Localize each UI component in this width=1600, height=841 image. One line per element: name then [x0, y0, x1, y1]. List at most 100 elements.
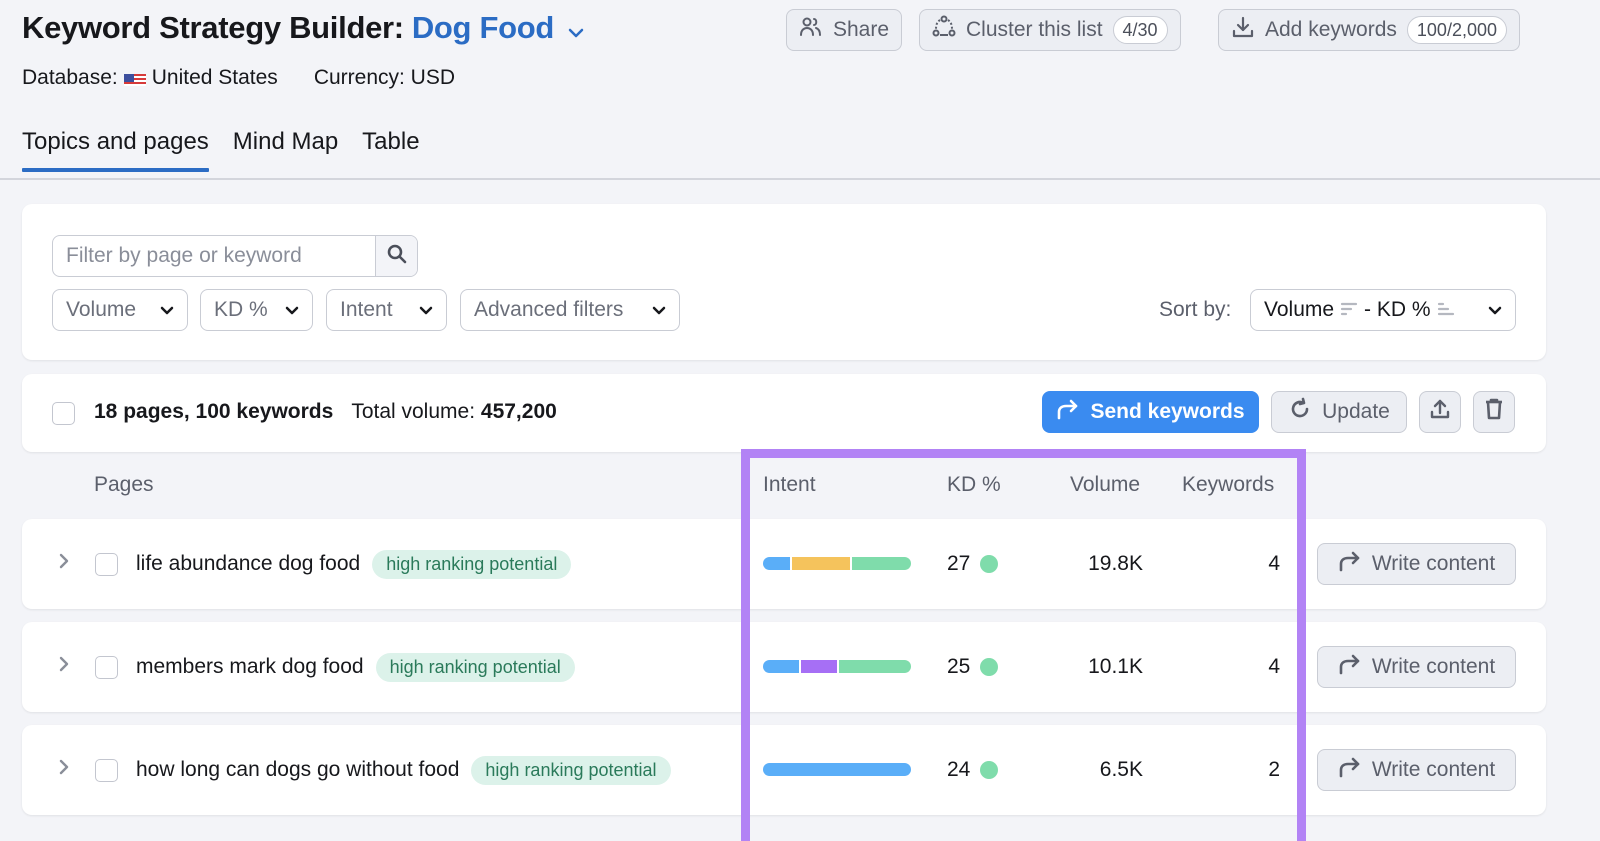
add-keywords-label: Add keywords: [1265, 18, 1397, 41]
page-title: Keyword Strategy Builder: Dog Food: [22, 10, 584, 46]
column-header-kd[interactable]: KD %: [947, 473, 1001, 496]
send-keywords-button[interactable]: Send keywords: [1042, 391, 1259, 433]
page-cell: members mark dog food high ranking poten…: [136, 622, 575, 712]
sort-ascending-icon: [1437, 298, 1455, 322]
total-volume-value: 457,200: [480, 400, 557, 423]
sort-secondary: - KD %: [1364, 298, 1431, 321]
tab-mind-map[interactable]: Mind Map: [232, 128, 339, 155]
sort-label: Sort by:: [1159, 298, 1232, 321]
title-prefix: Keyword Strategy Builder:: [22, 10, 404, 45]
advanced-filters-dropdown[interactable]: Advanced filters: [460, 289, 680, 331]
export-button[interactable]: [1419, 391, 1461, 433]
page-name[interactable]: how long can dogs go without food: [136, 758, 460, 781]
kd-cell: 27: [947, 519, 999, 609]
column-header-pages[interactable]: Pages: [94, 473, 154, 496]
download-icon: [1231, 15, 1255, 45]
volume-filter-label: Volume: [66, 298, 137, 321]
column-header-volume[interactable]: Volume: [1070, 473, 1141, 496]
update-button[interactable]: Update: [1271, 391, 1407, 433]
intent-bar: [763, 660, 911, 673]
kd-difficulty-dot: [980, 761, 999, 779]
chevron-right-icon[interactable]: [58, 758, 70, 781]
row-checkbox[interactable]: [95, 553, 118, 576]
share-button[interactable]: Share: [786, 9, 903, 51]
kd-filter-label: KD %: [214, 298, 268, 321]
kd-filter-dropdown[interactable]: KD %: [200, 289, 313, 331]
forward-arrow-icon: [1338, 756, 1362, 784]
volume-value: 19.8K: [1088, 552, 1143, 575]
write-content-button[interactable]: Write content: [1317, 646, 1516, 688]
cluster-count-badge: 4/30: [1112, 16, 1168, 44]
chevron-down-icon: [419, 306, 433, 315]
users-icon: [799, 16, 823, 44]
volume-filter-dropdown[interactable]: Volume: [52, 289, 188, 331]
add-keywords-button[interactable]: Add keywords 100/2,000: [1218, 9, 1520, 51]
write-content-button[interactable]: Write content: [1317, 749, 1516, 791]
table-row: how long can dogs go without food high r…: [22, 725, 1546, 815]
tabs-divider: [0, 178, 1600, 180]
write-content-button[interactable]: Write content: [1317, 543, 1516, 585]
tab-table[interactable]: Table: [362, 128, 420, 155]
chevron-down-icon: [652, 306, 666, 315]
forward-arrow-icon: [1338, 550, 1362, 578]
cluster-list-button[interactable]: Cluster this list 4/30: [919, 9, 1181, 51]
kd-cell: 24: [947, 725, 999, 815]
database-label: Database:: [22, 66, 118, 89]
project-selector[interactable]: Dog Food: [412, 10, 585, 46]
ranking-potential-badge: high ranking potential: [372, 549, 572, 579]
keywords-limit-badge: 100/2,000: [1406, 16, 1507, 44]
delete-button[interactable]: [1473, 391, 1515, 433]
table-row: members mark dog food high ranking poten…: [22, 622, 1546, 712]
project-meta: Database: United States Currency: USD: [22, 66, 455, 90]
sort-dropdown[interactable]: Volume - KD %: [1250, 289, 1516, 331]
tab-topics-and-pages[interactable]: Topics and pages: [22, 128, 209, 172]
page-cell: how long can dogs go without food high r…: [136, 725, 671, 815]
search-input[interactable]: [53, 236, 375, 276]
sort-primary: Volume: [1264, 298, 1335, 321]
refresh-icon: [1288, 397, 1312, 427]
sort-descending-icon: [1340, 298, 1358, 322]
page-name[interactable]: life abundance dog food: [136, 552, 361, 575]
kd-cell: 25: [947, 622, 999, 712]
column-header-intent[interactable]: Intent: [763, 473, 816, 496]
ranking-potential-badge: high ranking potential: [375, 652, 575, 682]
chevron-right-icon[interactable]: [58, 655, 70, 678]
cluster-icon: [932, 15, 956, 45]
search-button[interactable]: [375, 236, 417, 276]
kd-value: 25: [947, 655, 971, 678]
row-checkbox[interactable]: [95, 656, 118, 679]
page-name[interactable]: members mark dog food: [136, 655, 364, 678]
kd-difficulty-dot: [980, 555, 999, 573]
ranking-potential-badge: high ranking potential: [471, 755, 671, 785]
intent-filter-dropdown[interactable]: Intent: [326, 289, 447, 331]
currency-info: Currency: USD: [313, 66, 456, 89]
upload-icon: [1429, 398, 1451, 426]
trash-icon: [1484, 398, 1504, 426]
write-content-label: Write content: [1371, 552, 1496, 575]
search-icon: [386, 243, 408, 270]
us-flag-icon: [123, 71, 146, 86]
page-cell: life abundance dog food high ranking pot…: [136, 519, 572, 609]
keywords-count: 4: [1268, 655, 1280, 678]
keywords-count: 2: [1268, 758, 1280, 781]
intent-segment-navigational: [801, 660, 837, 673]
intent-bar: [763, 763, 911, 776]
intent-segment-transactional: [839, 660, 911, 673]
intent-segment-informational: [763, 660, 799, 673]
intent-segment-informational: [763, 763, 911, 776]
row-checkbox[interactable]: [95, 759, 118, 782]
send-keywords-label: Send keywords: [1090, 400, 1245, 423]
volume-value: 10.1K: [1088, 655, 1143, 678]
search-box: [52, 235, 418, 277]
forward-arrow-icon: [1056, 398, 1080, 426]
chevron-down-icon: [568, 28, 584, 38]
chevron-down-icon: [1488, 306, 1502, 315]
chevron-right-icon[interactable]: [58, 552, 70, 575]
volume-value: 6.5K: [1099, 758, 1143, 781]
column-header-keywords[interactable]: Keywords: [1182, 473, 1275, 496]
write-content-label: Write content: [1371, 655, 1496, 678]
select-all-checkbox[interactable]: [52, 402, 75, 425]
forward-arrow-icon: [1338, 653, 1362, 681]
total-volume-label: Total volume:: [351, 400, 476, 423]
kd-difficulty-dot: [980, 658, 999, 676]
